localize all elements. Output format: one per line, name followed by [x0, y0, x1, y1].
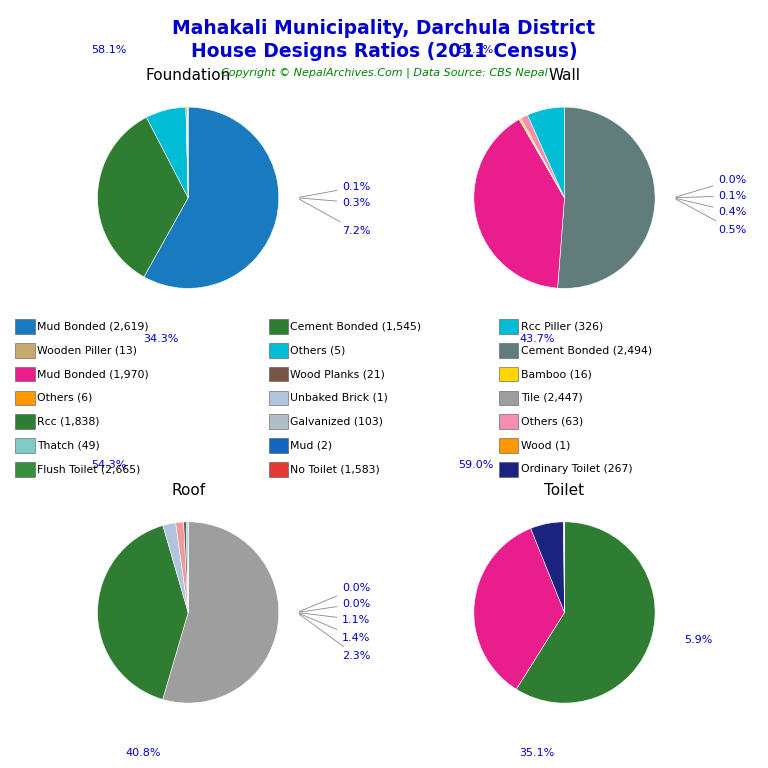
Wedge shape [98, 525, 188, 700]
Text: Wood (1): Wood (1) [521, 440, 570, 451]
Text: 34.3%: 34.3% [144, 334, 179, 344]
Text: Mud Bonded (2,619): Mud Bonded (2,619) [37, 321, 148, 332]
Wedge shape [558, 107, 655, 288]
Text: 1.4%: 1.4% [300, 614, 371, 643]
Title: Toilet: Toilet [545, 483, 584, 498]
Title: Wall: Wall [548, 68, 581, 83]
Text: Others (6): Others (6) [37, 392, 92, 403]
Wedge shape [528, 107, 564, 198]
Text: Mud Bonded (1,970): Mud Bonded (1,970) [37, 369, 149, 379]
Text: 0.5%: 0.5% [676, 199, 746, 235]
Text: 0.1%: 0.1% [676, 191, 746, 201]
Text: 0.3%: 0.3% [300, 197, 370, 207]
Text: Rcc Piller (326): Rcc Piller (326) [521, 321, 603, 332]
Text: Bamboo (16): Bamboo (16) [521, 369, 591, 379]
Wedge shape [147, 108, 188, 198]
Text: 43.7%: 43.7% [519, 334, 555, 344]
Wedge shape [516, 522, 655, 703]
Wedge shape [163, 522, 279, 703]
Wedge shape [531, 522, 564, 613]
Wedge shape [521, 115, 564, 198]
Wedge shape [474, 528, 564, 689]
Wedge shape [186, 108, 188, 198]
Text: Ordinary Toilet (267): Ordinary Toilet (267) [521, 464, 632, 475]
Wedge shape [519, 119, 564, 198]
Wedge shape [144, 107, 279, 288]
Text: Flush Toilet (2,665): Flush Toilet (2,665) [37, 464, 141, 475]
Text: 2.3%: 2.3% [300, 614, 371, 661]
Wedge shape [474, 119, 564, 288]
Wedge shape [519, 118, 564, 198]
Text: Mahakali Municipality, Darchula District: Mahakali Municipality, Darchula District [173, 19, 595, 38]
Text: 55.3%: 55.3% [458, 45, 493, 55]
Text: 54.3%: 54.3% [91, 460, 126, 470]
Wedge shape [176, 522, 188, 613]
Text: Copyright © NepalArchives.Com | Data Source: CBS Nepal: Copyright © NepalArchives.Com | Data Sou… [220, 68, 548, 78]
Text: 58.1%: 58.1% [91, 45, 126, 55]
Text: 0.0%: 0.0% [676, 175, 746, 197]
Text: No Toilet (1,583): No Toilet (1,583) [290, 464, 380, 475]
Text: Wood Planks (21): Wood Planks (21) [290, 369, 386, 379]
Wedge shape [98, 118, 188, 277]
Text: Thatch (49): Thatch (49) [37, 440, 100, 451]
Text: Rcc (1,838): Rcc (1,838) [37, 416, 99, 427]
Text: Others (63): Others (63) [521, 416, 583, 427]
Text: 1.1%: 1.1% [300, 613, 370, 624]
Text: Others (5): Others (5) [290, 345, 346, 356]
Text: Unbaked Brick (1): Unbaked Brick (1) [290, 392, 388, 403]
Text: Mud (2): Mud (2) [290, 440, 333, 451]
Text: 0.0%: 0.0% [300, 599, 370, 612]
Text: Cement Bonded (1,545): Cement Bonded (1,545) [290, 321, 422, 332]
Wedge shape [163, 523, 188, 613]
Wedge shape [184, 522, 188, 613]
Text: Tile (2,447): Tile (2,447) [521, 392, 582, 403]
Text: Wooden Piller (13): Wooden Piller (13) [37, 345, 137, 356]
Text: Cement Bonded (2,494): Cement Bonded (2,494) [521, 345, 652, 356]
Wedge shape [187, 522, 188, 613]
Text: 0.4%: 0.4% [676, 198, 747, 217]
Text: 0.0%: 0.0% [300, 583, 370, 611]
Title: Roof: Roof [171, 483, 205, 498]
Text: 40.8%: 40.8% [125, 748, 161, 759]
Text: 7.2%: 7.2% [300, 199, 371, 236]
Text: 0.1%: 0.1% [300, 182, 370, 197]
Text: 35.1%: 35.1% [520, 748, 555, 759]
Text: House Designs Ratios (2011 Census): House Designs Ratios (2011 Census) [190, 42, 578, 61]
Text: Galvanized (103): Galvanized (103) [290, 416, 383, 427]
Text: 5.9%: 5.9% [684, 634, 713, 644]
Text: 59.0%: 59.0% [458, 460, 493, 470]
Title: Foundation: Foundation [145, 68, 231, 83]
